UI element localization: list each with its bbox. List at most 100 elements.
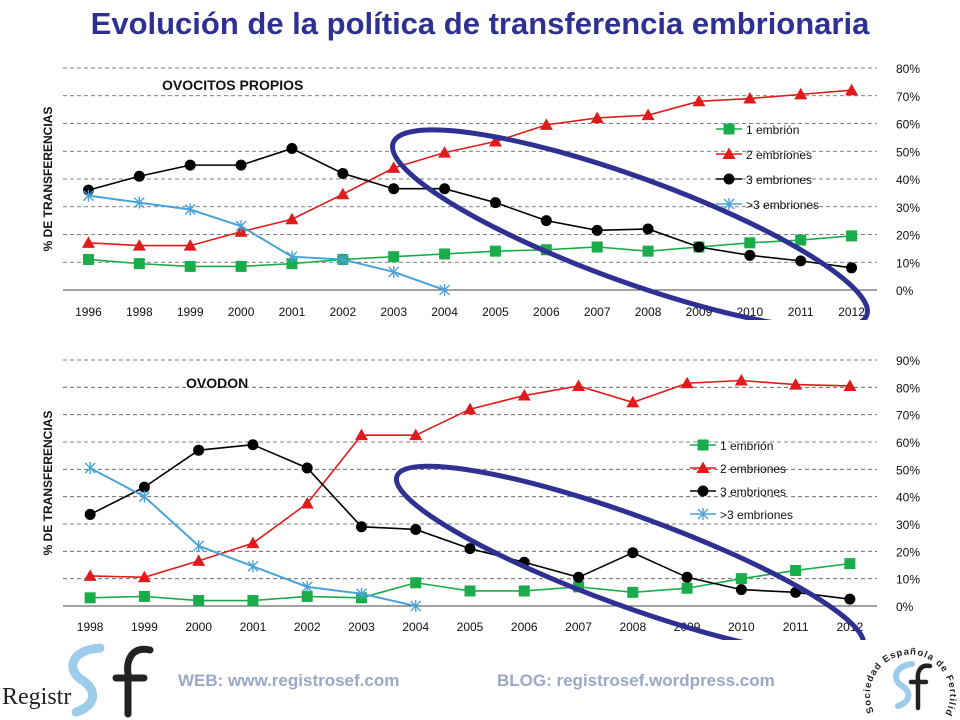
series-line bbox=[88, 147, 852, 269]
data-point bbox=[790, 564, 802, 576]
data-point bbox=[387, 161, 401, 173]
data-point bbox=[680, 376, 694, 389]
data-point bbox=[184, 159, 196, 171]
seal-text: Sociedad Española de Fertilidad bbox=[860, 642, 958, 718]
data-point bbox=[410, 523, 422, 535]
data-point bbox=[488, 135, 502, 147]
data-point bbox=[843, 379, 857, 391]
x-tick-label: 2008 bbox=[619, 620, 646, 634]
data-point bbox=[84, 592, 96, 604]
data-point bbox=[573, 581, 585, 593]
x-tick-label: 2004 bbox=[402, 620, 429, 634]
legend-marker bbox=[697, 439, 709, 451]
legend-marker bbox=[696, 461, 710, 473]
y-tick-label: 70% bbox=[896, 90, 920, 104]
data-point bbox=[692, 94, 706, 107]
data-point bbox=[133, 196, 145, 209]
data-point bbox=[681, 582, 693, 594]
data-point bbox=[439, 183, 451, 195]
x-tick-label: 2001 bbox=[279, 305, 306, 319]
data-point bbox=[844, 593, 856, 605]
logo-f-icon bbox=[112, 645, 154, 718]
data-point bbox=[681, 571, 693, 583]
data-point bbox=[300, 497, 314, 509]
data-point bbox=[82, 189, 94, 202]
legend-label: >3 embriones bbox=[720, 508, 793, 522]
y-axis-label: % DE TRANSFERENCIAS bbox=[41, 107, 55, 252]
seal-swirl-icon bbox=[893, 661, 915, 709]
data-point bbox=[286, 142, 298, 154]
data-point bbox=[439, 284, 451, 296]
y-tick-label: 80% bbox=[896, 62, 920, 76]
chart-ovodon: 0% 10% 20% 30% 40% 50% 60% 70% 80% 90% 1998 1999 200… bbox=[41, 354, 920, 640]
registro-sef-logo: Registr bbox=[2, 643, 154, 718]
page-title: Evolución de la política de transferenci… bbox=[90, 6, 870, 41]
data-point bbox=[84, 461, 96, 474]
x-tick-label: 2011 bbox=[788, 305, 814, 319]
data-point bbox=[642, 245, 654, 257]
data-point bbox=[734, 374, 748, 386]
data-point bbox=[590, 111, 604, 123]
sef-seal-logo: Sociedad Española de Fertilidad bbox=[860, 642, 958, 718]
y-tick-label: 0% bbox=[896, 284, 914, 298]
data-point bbox=[193, 444, 205, 456]
data-point bbox=[641, 108, 655, 121]
data-point bbox=[744, 249, 756, 261]
x-tick-label: 1999 bbox=[177, 305, 204, 319]
y-tick-label: 10% bbox=[896, 573, 920, 587]
data-point bbox=[845, 83, 859, 96]
data-point bbox=[193, 539, 205, 552]
data-point bbox=[794, 87, 808, 100]
data-point bbox=[464, 543, 476, 555]
x-tick-label: 2010 bbox=[728, 620, 755, 634]
x-tick-label: 2006 bbox=[511, 620, 538, 634]
data-point bbox=[410, 600, 422, 612]
data-point bbox=[693, 241, 705, 253]
data-point bbox=[83, 569, 97, 581]
data-point bbox=[744, 237, 756, 249]
x-tick-label: 2005 bbox=[457, 620, 484, 634]
data-point bbox=[286, 258, 298, 270]
data-point bbox=[184, 203, 196, 216]
data-point bbox=[409, 428, 423, 441]
data-point bbox=[627, 586, 639, 598]
x-tick-label: 2004 bbox=[431, 305, 458, 319]
data-point bbox=[743, 92, 757, 104]
y-tick-label: 50% bbox=[896, 145, 920, 159]
data-point bbox=[184, 260, 196, 272]
data-point bbox=[138, 590, 150, 602]
x-tick-label: 1998 bbox=[126, 305, 153, 319]
web-link[interactable]: WEB: www.registrosef.com bbox=[178, 671, 400, 690]
y-tick-label: 0% bbox=[896, 600, 914, 614]
data-point bbox=[388, 265, 400, 278]
data-point bbox=[735, 584, 747, 596]
data-point bbox=[247, 439, 259, 451]
data-point bbox=[183, 239, 197, 251]
data-point bbox=[132, 239, 146, 251]
legend-marker bbox=[723, 198, 735, 210]
data-point bbox=[138, 481, 150, 493]
data-point bbox=[464, 585, 476, 597]
data-point bbox=[735, 573, 747, 585]
data-point bbox=[285, 212, 299, 225]
logo-left-text: Registr bbox=[2, 684, 71, 710]
legend-label: 1 embrión bbox=[720, 439, 773, 453]
data-point bbox=[286, 250, 298, 263]
x-tick-label: 2007 bbox=[565, 620, 592, 634]
data-point bbox=[789, 378, 803, 390]
data-point bbox=[626, 395, 640, 408]
data-point bbox=[844, 558, 856, 570]
y-tick-label: 20% bbox=[896, 545, 920, 559]
data-point bbox=[795, 255, 807, 267]
x-tick-label: 2006 bbox=[533, 305, 560, 319]
x-tick-label: 2012 bbox=[838, 305, 865, 319]
blog-link[interactable]: BLOG: registrosef.wordpress.com bbox=[497, 671, 775, 690]
data-point bbox=[795, 234, 807, 246]
data-point bbox=[489, 245, 501, 257]
legend-marker bbox=[723, 123, 735, 135]
y-tick-label: 60% bbox=[896, 118, 920, 132]
data-point bbox=[846, 230, 858, 242]
data-point bbox=[301, 462, 313, 474]
highlight-ellipse bbox=[393, 463, 867, 640]
data-point bbox=[539, 118, 553, 130]
